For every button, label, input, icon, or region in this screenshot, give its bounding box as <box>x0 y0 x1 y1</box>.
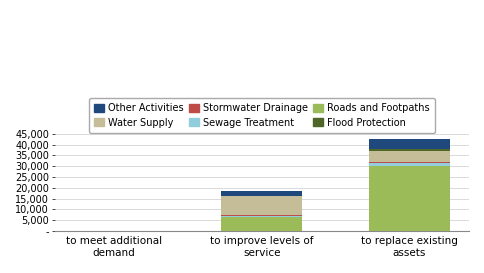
Bar <box>369 163 450 166</box>
Bar <box>221 191 302 195</box>
Bar <box>221 195 302 215</box>
Bar <box>369 166 450 231</box>
Bar <box>221 216 302 217</box>
Bar <box>221 215 302 216</box>
Bar <box>369 151 450 162</box>
Bar <box>369 139 450 149</box>
Bar <box>221 217 302 231</box>
Legend: Other Activities, Water Supply, Stormwater Drainage, Sewage Treatment, Roads and: Other Activities, Water Supply, Stormwat… <box>89 98 435 133</box>
Bar <box>369 162 450 163</box>
Bar <box>369 149 450 151</box>
